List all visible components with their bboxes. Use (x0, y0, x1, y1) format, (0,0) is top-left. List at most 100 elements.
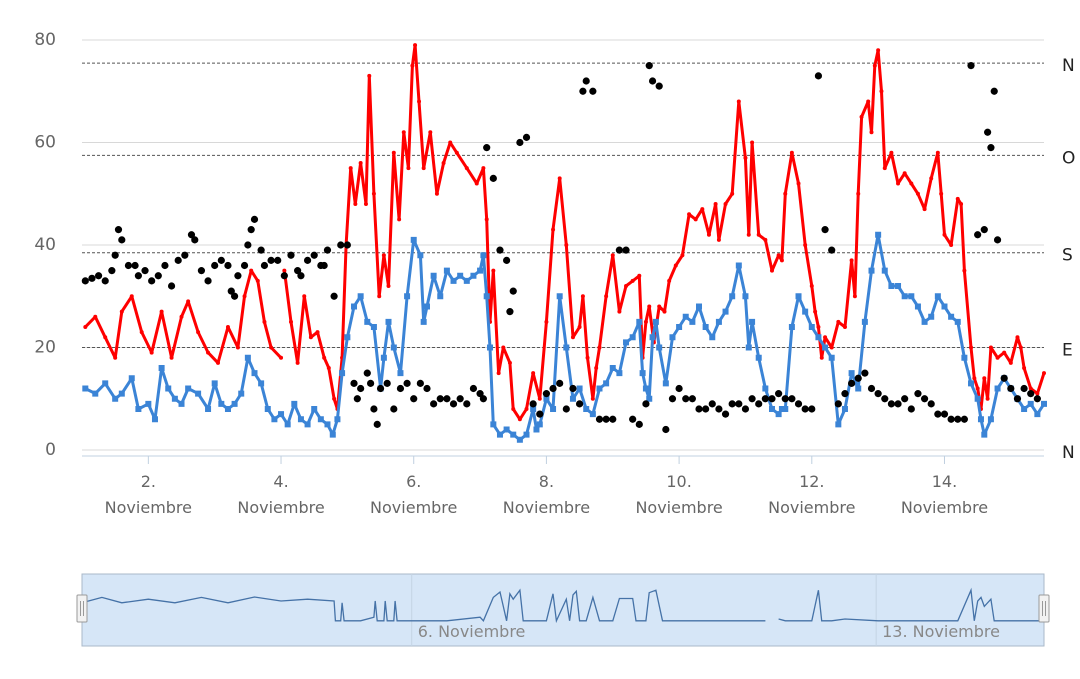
scatter-point (848, 379, 856, 387)
series-marker (623, 339, 630, 346)
series-marker (813, 309, 818, 314)
series-marker (135, 406, 142, 412)
scatter-point (834, 400, 842, 408)
scatter-point (927, 400, 935, 408)
series-marker (982, 376, 987, 381)
series-marker (616, 370, 623, 377)
series-marker (596, 385, 603, 392)
scatter-point (443, 395, 451, 403)
scatter-point (881, 395, 889, 403)
series-marker (404, 293, 411, 300)
series-marker (901, 293, 908, 300)
navigator-handle-left[interactable] (76, 594, 88, 623)
series-marker (490, 421, 497, 428)
scatter-point (134, 272, 142, 280)
series-marker (357, 293, 364, 300)
series-marker (417, 252, 424, 259)
series-marker (457, 272, 464, 279)
series-marker (849, 258, 854, 263)
series-marker (530, 406, 537, 412)
series-marker (610, 253, 615, 258)
series-marker (981, 431, 988, 438)
scatter-point (503, 256, 511, 264)
scatter-point (330, 292, 338, 300)
series-marker (533, 426, 540, 433)
scatter-point (410, 395, 418, 403)
scatter-point (575, 400, 584, 408)
series-marker (550, 406, 557, 412)
series-marker (869, 130, 874, 135)
series-marker (643, 319, 648, 324)
scatter-point (894, 400, 902, 408)
navigator-handle-right[interactable] (1038, 594, 1050, 623)
series-marker (974, 395, 981, 402)
series-marker (742, 293, 749, 300)
scatter-point (390, 405, 398, 413)
series-marker (603, 380, 610, 387)
series-marker (583, 406, 590, 412)
navigator[interactable]: 6. Noviembre 13. Noviembre (76, 573, 1050, 647)
series-marker (736, 99, 741, 104)
scatter-point (987, 144, 995, 152)
scatter-point (403, 379, 411, 387)
scatter-point (602, 415, 610, 423)
scatter-point (167, 282, 176, 290)
scatter-point (224, 261, 232, 270)
scatter-point (990, 87, 998, 95)
series-marker (251, 370, 258, 377)
scatter-point (463, 400, 471, 408)
scatter-point (775, 390, 783, 398)
series-marker (673, 263, 678, 268)
scatter-point (768, 395, 776, 403)
scatter-point (131, 261, 139, 270)
series-marker (430, 272, 437, 279)
series-marker (763, 237, 768, 242)
scatter-point (682, 395, 690, 403)
direction-label: S (1062, 246, 1073, 266)
series-marker (510, 431, 517, 438)
scatter-point (582, 77, 590, 85)
series-marker (977, 416, 984, 423)
scatter-point (655, 82, 663, 90)
series-marker (169, 355, 174, 360)
series-marker (921, 318, 928, 325)
series-marker (351, 303, 358, 310)
series-marker (83, 325, 88, 329)
series-marker (353, 202, 358, 206)
series-line-1 (84, 233, 1046, 442)
series-marker (693, 217, 698, 222)
scatter-point (181, 251, 189, 259)
scatter-point (755, 400, 763, 408)
direction-axis: N O S E N (1062, 56, 1075, 463)
scatter-point (635, 420, 643, 428)
series-marker (517, 417, 522, 422)
series-marker (988, 345, 993, 350)
scatter-point (274, 256, 282, 264)
x-tick-label: 14. (932, 472, 957, 491)
series-marker (629, 334, 636, 341)
series-marker (113, 355, 118, 360)
series-marker (994, 385, 1001, 392)
scatter-point (230, 292, 239, 300)
navigator-series (81, 587, 1044, 624)
scatter-point (688, 395, 696, 403)
series-marker (474, 181, 479, 186)
series-marker (224, 406, 231, 412)
series-marker (617, 309, 622, 314)
series-marker (119, 309, 124, 314)
series-marker (481, 166, 486, 171)
scatter-point (287, 251, 295, 259)
series-marker (975, 386, 980, 391)
scatter-point (907, 405, 915, 413)
series-marker (381, 253, 386, 258)
series-marker (915, 191, 920, 196)
scatter-point (161, 261, 169, 270)
navigator-tick-label: 6. Noviembre (418, 622, 526, 641)
series-marker (639, 370, 646, 377)
scatter-point (629, 415, 637, 423)
scatter-point (197, 267, 206, 275)
series-marker (557, 176, 562, 181)
series-marker (503, 426, 510, 433)
series-marker (762, 385, 769, 392)
scatter-point (854, 374, 862, 382)
